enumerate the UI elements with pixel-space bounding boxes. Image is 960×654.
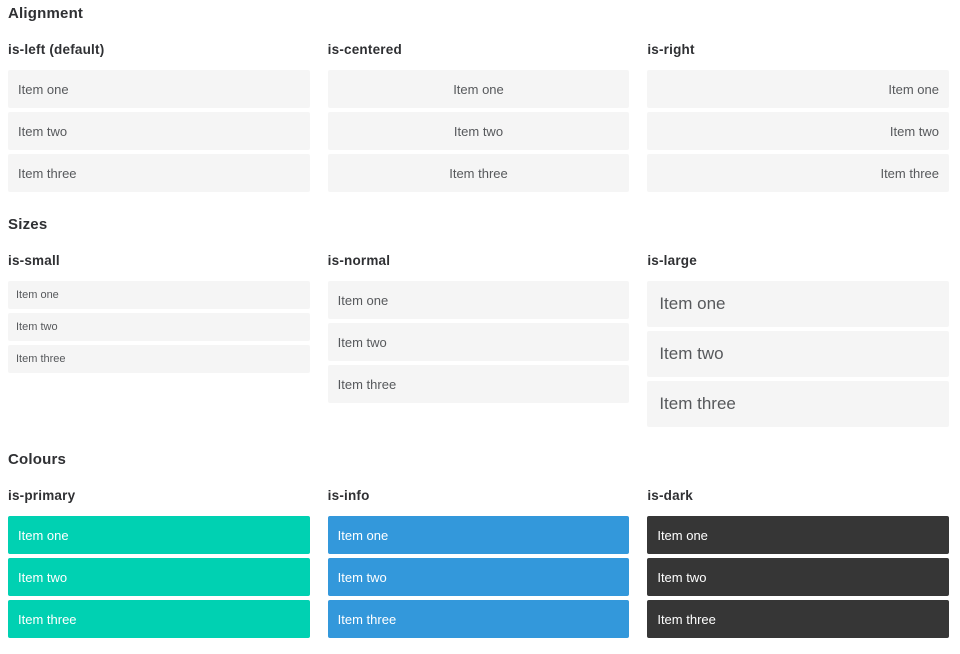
- column-heading: is-right: [647, 42, 695, 57]
- list-item[interactable]: Item two: [8, 313, 310, 341]
- list-item[interactable]: Item one: [327, 516, 630, 554]
- sizes-section: Sizes is-small Item one Item two Item th…: [8, 216, 949, 427]
- list-item[interactable]: Item two: [647, 112, 949, 150]
- column-is-centered: is-centered Item one Item two Item three: [327, 42, 630, 192]
- item-list: Item one Item two Item three: [327, 516, 630, 638]
- column-heading: is-large: [647, 253, 697, 268]
- column-heading: is-small: [8, 253, 60, 268]
- column-is-info: is-info Item one Item two Item three: [327, 488, 630, 638]
- list-item[interactable]: Item three: [647, 600, 949, 638]
- sizes-grid: is-small Item one Item two Item three is…: [8, 253, 949, 427]
- column-is-normal: is-normal Item one Item two Item three: [327, 253, 630, 427]
- item-list: Item one Item two Item three: [8, 70, 310, 192]
- list-item[interactable]: Item three: [8, 345, 310, 373]
- section-title: Sizes: [8, 216, 48, 233]
- column-is-primary: is-primary Item one Item two Item three: [8, 488, 310, 638]
- list-item[interactable]: Item three: [647, 154, 949, 192]
- item-list: Item one Item two Item three: [647, 516, 949, 638]
- column-heading: is-left (default): [8, 42, 105, 57]
- list-item[interactable]: Item two: [8, 112, 310, 150]
- list-item[interactable]: Item three: [327, 154, 630, 192]
- column-heading: is-centered: [327, 42, 402, 57]
- list-item[interactable]: Item one: [8, 70, 310, 108]
- page-root: Alignment is-left (default) Item one Ite…: [8, 5, 949, 638]
- column-is-small: is-small Item one Item two Item three: [8, 253, 310, 427]
- list-item[interactable]: Item three: [8, 600, 310, 638]
- column-heading: is-info: [327, 488, 370, 503]
- item-list: Item one Item two Item three: [8, 516, 310, 638]
- column-heading: is-normal: [327, 253, 391, 268]
- item-list: Item one Item two Item three: [8, 281, 310, 373]
- column-heading: is-primary: [8, 488, 76, 503]
- column-is-large: is-large Item one Item two Item three: [647, 253, 949, 427]
- list-item[interactable]: Item two: [647, 331, 949, 377]
- item-list: Item one Item two Item three: [647, 70, 949, 192]
- alignment-grid: is-left (default) Item one Item two Item…: [8, 42, 949, 192]
- list-item[interactable]: Item one: [327, 281, 630, 319]
- list-item[interactable]: Item two: [647, 558, 949, 596]
- column-is-right: is-right Item one Item two Item three: [647, 42, 949, 192]
- column-heading: is-dark: [647, 488, 693, 503]
- list-item[interactable]: Item one: [8, 281, 310, 309]
- list-item[interactable]: Item two: [327, 112, 630, 150]
- colours-grid: is-primary Item one Item two Item three …: [8, 488, 949, 638]
- list-item[interactable]: Item three: [8, 154, 310, 192]
- colours-section: Colours is-primary Item one Item two Ite…: [8, 451, 949, 638]
- item-list: Item one Item two Item three: [327, 70, 630, 192]
- list-item[interactable]: Item one: [647, 70, 949, 108]
- column-is-dark: is-dark Item one Item two Item three: [647, 488, 949, 638]
- list-item[interactable]: Item two: [327, 558, 630, 596]
- list-item[interactable]: Item two: [327, 323, 630, 361]
- section-title: Alignment: [8, 5, 84, 22]
- list-item[interactable]: Item one: [327, 70, 630, 108]
- column-is-left: is-left (default) Item one Item two Item…: [8, 42, 310, 192]
- list-item[interactable]: Item one: [647, 516, 949, 554]
- list-item[interactable]: Item two: [8, 558, 310, 596]
- item-list: Item one Item two Item three: [647, 281, 949, 427]
- list-item[interactable]: Item three: [327, 365, 630, 403]
- list-item[interactable]: Item one: [8, 516, 310, 554]
- alignment-section: Alignment is-left (default) Item one Ite…: [8, 5, 949, 192]
- list-item[interactable]: Item three: [327, 600, 630, 638]
- section-title: Colours: [8, 451, 67, 468]
- item-list: Item one Item two Item three: [327, 281, 630, 403]
- list-item[interactable]: Item one: [647, 281, 949, 327]
- list-item[interactable]: Item three: [647, 381, 949, 427]
